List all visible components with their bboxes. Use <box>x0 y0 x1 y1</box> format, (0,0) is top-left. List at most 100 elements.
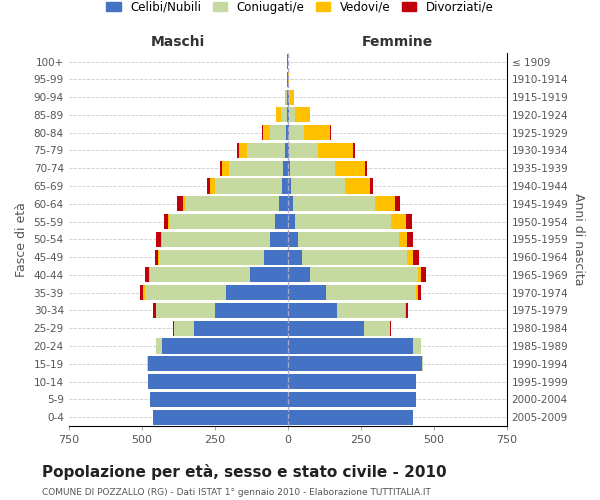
Bar <box>285 90 286 104</box>
Bar <box>287 320 364 336</box>
Bar <box>279 196 287 212</box>
Bar <box>265 250 287 264</box>
Bar <box>182 196 185 212</box>
Bar <box>337 303 404 318</box>
Bar <box>364 320 390 336</box>
Bar <box>155 250 158 264</box>
Bar <box>370 178 373 194</box>
Bar <box>282 178 287 194</box>
Bar <box>156 303 215 318</box>
Bar <box>290 160 335 176</box>
Bar <box>289 90 290 104</box>
Bar <box>295 108 310 122</box>
Bar <box>287 160 290 176</box>
Bar <box>289 143 319 158</box>
Bar <box>168 214 169 229</box>
Bar <box>418 285 421 300</box>
Bar <box>283 160 287 176</box>
Text: Maschi: Maschi <box>151 35 205 49</box>
Bar <box>162 338 287 353</box>
Bar <box>404 303 406 318</box>
Bar <box>288 72 289 87</box>
Bar <box>164 214 168 229</box>
Bar <box>287 392 416 407</box>
Bar <box>422 356 423 372</box>
Bar <box>162 232 270 247</box>
Bar <box>289 125 304 140</box>
Bar <box>298 232 398 247</box>
Bar <box>287 338 413 353</box>
Bar <box>247 143 286 158</box>
Bar <box>220 160 222 176</box>
Bar <box>421 268 427 282</box>
Bar <box>270 125 286 140</box>
Bar <box>365 160 367 176</box>
Bar <box>291 178 345 194</box>
Bar <box>159 250 265 264</box>
Bar <box>215 303 287 318</box>
Bar <box>143 285 145 300</box>
Bar <box>407 232 413 247</box>
Bar <box>418 268 421 282</box>
Bar <box>345 178 370 194</box>
Bar <box>208 178 211 194</box>
Bar <box>413 250 419 264</box>
Bar <box>304 125 330 140</box>
Bar <box>215 178 282 194</box>
Bar <box>151 268 250 282</box>
Bar <box>148 356 287 372</box>
Bar <box>226 285 287 300</box>
Bar <box>156 232 161 247</box>
Bar <box>194 320 287 336</box>
Bar <box>416 285 418 300</box>
Bar <box>277 108 281 122</box>
Bar <box>222 160 229 176</box>
Bar <box>287 285 326 300</box>
Bar <box>375 196 395 212</box>
Bar <box>286 125 287 140</box>
Bar <box>174 320 194 336</box>
Bar <box>237 143 239 158</box>
Bar <box>407 250 413 264</box>
Bar <box>310 268 418 282</box>
Bar <box>286 143 287 158</box>
Bar <box>286 90 287 104</box>
Bar <box>287 410 413 424</box>
Bar <box>185 196 279 212</box>
Bar <box>287 125 289 140</box>
Bar <box>406 303 409 318</box>
Bar <box>290 90 294 104</box>
Text: COMUNE DI POZZALLO (RG) - Dati ISTAT 1° gennaio 2010 - Elaborazione TUTTITALIA.I: COMUNE DI POZZALLO (RG) - Dati ISTAT 1° … <box>42 488 431 497</box>
Bar <box>239 143 247 158</box>
Bar <box>275 214 287 229</box>
Bar <box>287 268 310 282</box>
Bar <box>287 143 289 158</box>
Bar <box>177 196 182 212</box>
Bar <box>287 214 295 229</box>
Bar <box>151 392 287 407</box>
Text: Femmine: Femmine <box>362 35 433 49</box>
Bar <box>319 143 353 158</box>
Y-axis label: Fasce di età: Fasce di età <box>15 202 28 277</box>
Bar <box>229 160 283 176</box>
Bar <box>395 196 400 212</box>
Bar <box>158 250 159 264</box>
Bar <box>287 178 291 194</box>
Bar <box>169 214 275 229</box>
Bar <box>287 303 337 318</box>
Bar <box>293 196 375 212</box>
Bar <box>156 338 162 353</box>
Bar <box>250 268 287 282</box>
Bar <box>211 178 215 194</box>
Bar <box>287 90 289 104</box>
Bar <box>287 232 298 247</box>
Bar <box>161 232 162 247</box>
Bar <box>287 196 293 212</box>
Bar <box>326 285 416 300</box>
Bar <box>287 108 289 122</box>
Bar <box>406 214 412 229</box>
Bar <box>145 285 226 300</box>
Bar <box>353 143 355 158</box>
Bar <box>391 214 406 229</box>
Text: Popolazione per età, sesso e stato civile - 2010: Popolazione per età, sesso e stato civil… <box>42 464 446 480</box>
